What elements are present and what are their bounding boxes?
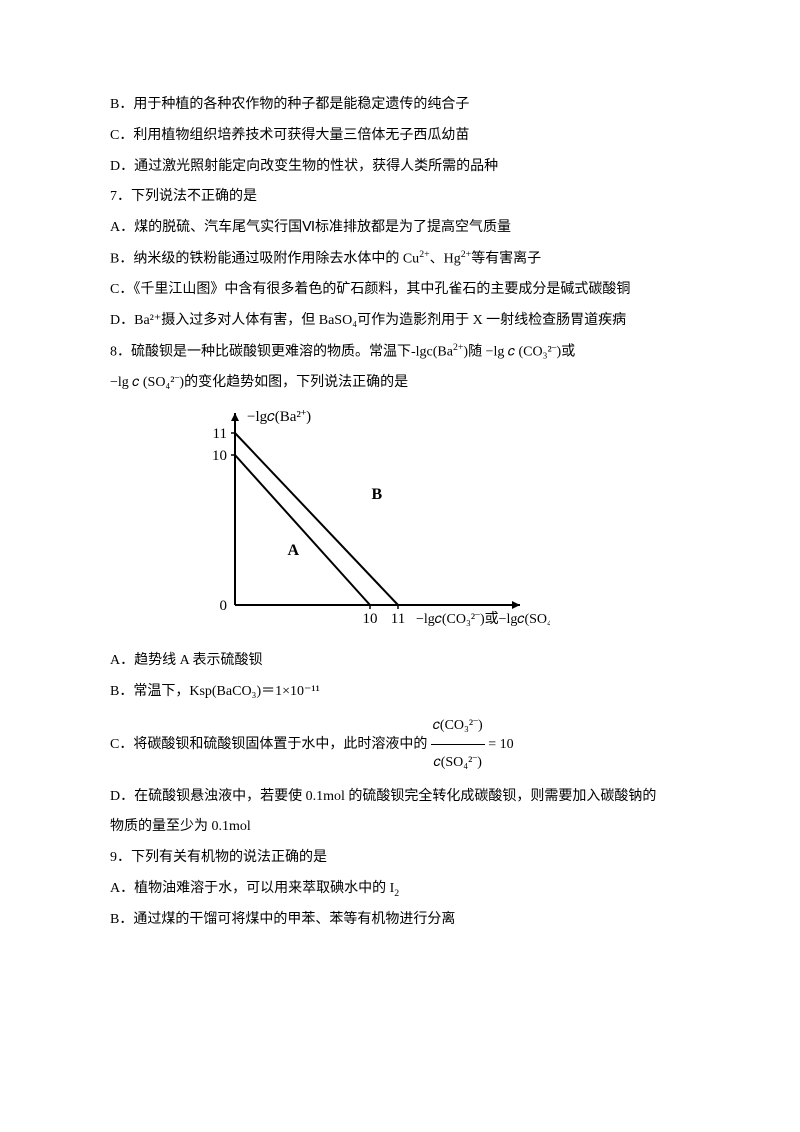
fraction-denominator: 𝑐(SO₄²⁻) (431, 745, 485, 781)
svg-text:11: 11 (391, 611, 405, 627)
q8-option-d-line1: D．在硫酸钡悬浊液中，若要使 0.1mol 的硫酸钡完全转化成碳酸钡，则需要加入… (110, 782, 690, 813)
text-segment: 、Hg (430, 252, 461, 267)
svg-text:11: 11 (213, 426, 227, 442)
option-b: B．用于种植的各种农作物的种子都是能稳定遗传的纯合子 (110, 90, 690, 121)
text-segment: 的变化趋势如图，下列说法正确的是 (184, 375, 408, 390)
svg-text:−lg𝑐(Ba²⁺): −lg𝑐(Ba²⁺) (247, 409, 311, 425)
chart-svg: 11 10 0 10 11 A B −lg𝑐(Ba²⁺) −lg𝑐(CO₃²⁻)或−lg𝑐(SO… (190, 405, 550, 640)
text-segment: 或 (561, 345, 575, 360)
q8-option-d-line2: 物质的量至少为 0.1mol (110, 812, 690, 843)
formula-lgco3: −lg 𝑐 (CO₃²⁻) (486, 345, 562, 360)
svg-text:10: 10 (363, 611, 378, 627)
superscript: 2+ (453, 342, 463, 353)
option-c: C．利用植物组织培养技术可获得大量三倍体无子西瓜幼苗 (110, 121, 690, 152)
q7-option-d: D．Ba²⁺摄入过多对人体有害，但 BaSO₄可作为造影剂用于 X 一射线检查肠… (110, 306, 690, 337)
subscript: 2 (394, 888, 399, 899)
text-segment: = 10 (488, 737, 513, 752)
q8-option-c: C．将碳酸钡和硫酸钡固体置于水中，此时溶液中的 𝑐(CO₃²⁻) 𝑐(SO₄²⁻… (110, 708, 690, 782)
svg-text:10: 10 (212, 448, 227, 464)
chart-figure: 11 10 0 10 11 A B −lg𝑐(Ba²⁺) −lg𝑐(CO₃²⁻)或−lg𝑐(SO… (190, 405, 550, 640)
superscript: 2+ (461, 249, 471, 260)
question-7: 7．下列说法不正确的是 (110, 182, 690, 213)
superscript: 2+ (419, 249, 429, 260)
fraction-numerator: 𝑐(CO₃²⁻) (431, 708, 485, 745)
document-page: B．用于种植的各种农作物的种子都是能稳定遗传的纯合子 C．利用植物组织培养技术可… (0, 0, 800, 976)
text-segment: B．纳米级的铁粉能通过吸附作用除去水体中的 Cu (110, 252, 419, 267)
svg-text:0: 0 (220, 598, 228, 614)
svg-text:−lg𝑐(CO₃²⁻)或−lg𝑐(SO₄²⁻): −lg𝑐(CO₃²⁻)或−lg𝑐(SO₄²⁻) (416, 611, 550, 627)
text-segment: 等有害离子 (471, 252, 541, 267)
q7-option-c: C．《千里江山图》中含有很多着色的矿石颜料，其中孔雀石的主要成分是碱式碳酸铜 (110, 275, 690, 306)
formula-lgso4: −lg 𝑐 (SO₄²⁻) (110, 375, 184, 390)
q9-option-b: B．通过煤的干馏可将煤中的甲苯、苯等有机物进行分离 (110, 905, 690, 936)
text-segment: C．将碳酸钡和硫酸钡固体置于水中，此时溶液中的 (110, 737, 427, 752)
text-segment: A．植物油难溶于水，可以用来萃取碘水中的 I (110, 881, 394, 896)
question-8-line1: 8．硫酸钡是一种比碳酸钡更难溶的物质。常温下-lgc(Ba2+)随 −lg 𝑐 … (110, 337, 690, 368)
q8-option-a: A．趋势线 A 表示硫酸钡 (110, 646, 690, 677)
svg-text:A: A (288, 542, 300, 559)
question-9: 9．下列有关有机物的说法正确的是 (110, 843, 690, 874)
q7-option-b: B．纳米级的铁粉能通过吸附作用除去水体中的 Cu2+、Hg2+等有害离子 (110, 244, 690, 275)
q8-option-b: B．常温下，Ksp(BaCO₃)＝1×10⁻¹¹ (110, 677, 690, 708)
text-segment: 8．硫酸钡是一种比碳酸钡更难溶的物质。常温下-lgc(Ba (110, 345, 453, 360)
q7-option-a: A．煤的脱硫、汽车尾气实行国Ⅵ标准排放都是为了提高空气质量 (110, 213, 690, 244)
text-segment: )随 (463, 345, 482, 360)
question-8-line2: −lg 𝑐 (SO₄²⁻)的变化趋势如图，下列说法正确的是 (110, 368, 690, 399)
fraction: 𝑐(CO₃²⁻) 𝑐(SO₄²⁻) (431, 708, 485, 782)
option-d: D．通过激光照射能定向改变生物的性状，获得人类所需的品种 (110, 152, 690, 183)
svg-text:B: B (372, 486, 383, 503)
q9-option-a: A．植物油难溶于水，可以用来萃取碘水中的 I2 (110, 874, 690, 905)
